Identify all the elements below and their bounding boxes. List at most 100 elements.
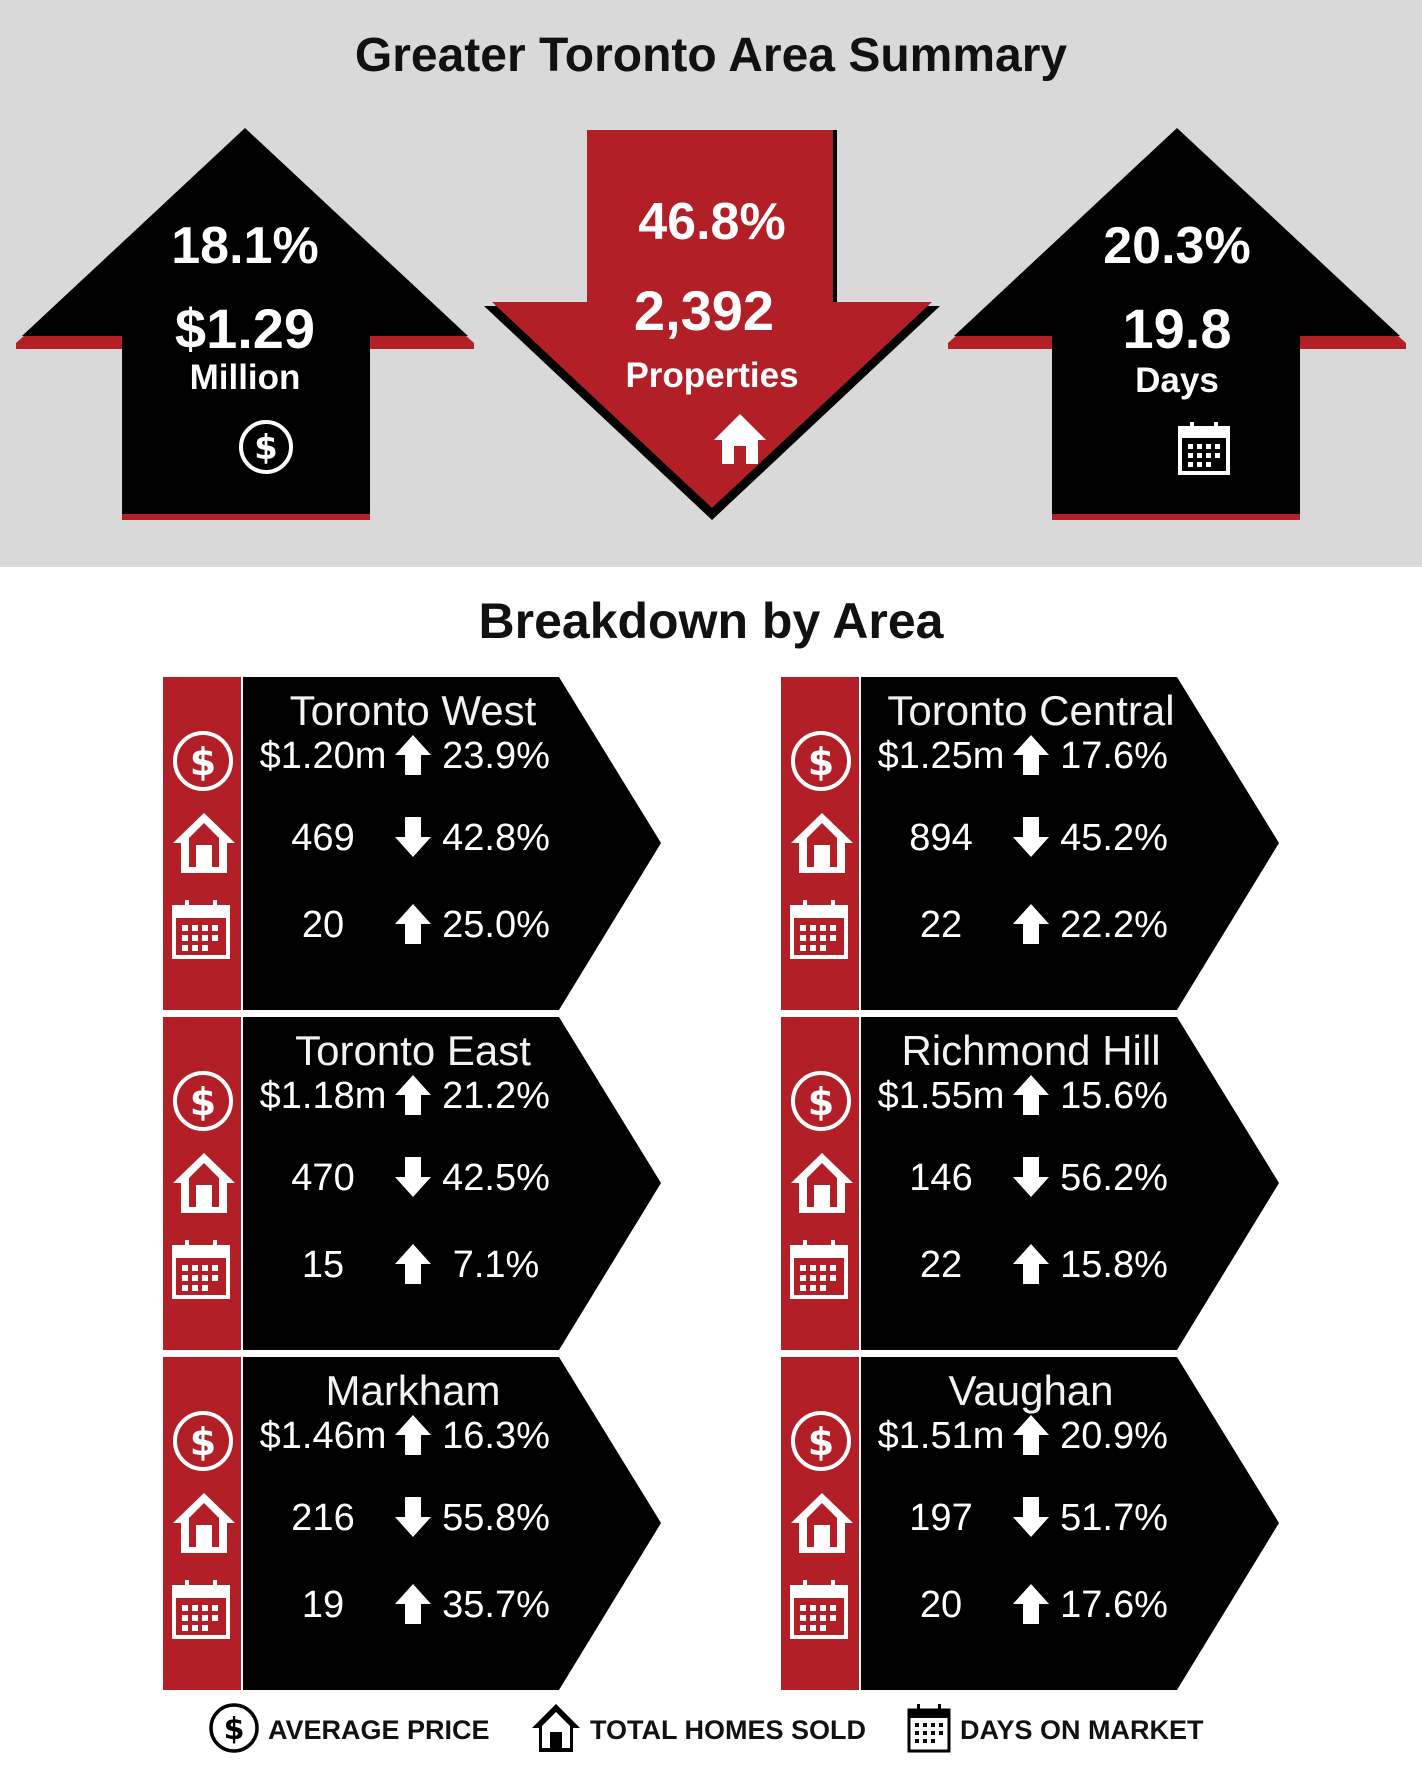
- house-icon: [163, 809, 243, 879]
- days-up-arrow: 20.3% 19.8 Days: [948, 128, 1406, 520]
- svg-text:$: $: [224, 1712, 245, 1747]
- area-name: Toronto West: [289, 687, 537, 734]
- area-name: Toronto Central: [887, 687, 1175, 734]
- calendar-icon: [163, 896, 243, 966]
- arrow-up-icon: [1011, 1242, 1051, 1286]
- arrow-up-icon: [393, 1413, 433, 1457]
- average-price-value: $1.46m: [259, 1415, 387, 1457]
- breakdown-title: Breakdown by Area: [478, 593, 944, 649]
- area-card-richmond-hill: Richmond Hill $ $1.55m 15.6% 146 56.2% 22 15.8%: [781, 1017, 1301, 1350]
- days-on-market-change-percent: 15.8%: [1060, 1244, 1168, 1286]
- days-on-market-value: 19.8: [1122, 297, 1232, 360]
- arrow-up-icon: [1011, 733, 1051, 777]
- svg-text:$: $: [190, 1420, 216, 1464]
- house-icon: [781, 809, 861, 879]
- arrow-down-icon: [393, 1495, 433, 1539]
- legend-total-homes-sold-label: TOTAL HOMES SOLD: [590, 1714, 867, 1745]
- average-price-change-percent: 15.6%: [1060, 1075, 1168, 1117]
- average-price-value: $1.25m: [877, 735, 1005, 777]
- days-on-market-unit: Days: [1135, 361, 1219, 400]
- average-price-value: $1.29: [174, 297, 316, 360]
- area-name: Richmond Hill: [901, 1027, 1161, 1074]
- days-on-market-value: 20: [919, 1584, 963, 1626]
- house-icon: [781, 1149, 861, 1219]
- area-name: Toronto East: [295, 1027, 531, 1074]
- dollar-icon: $: [781, 1407, 861, 1477]
- svg-text:$: $: [254, 428, 278, 468]
- summary-title: Greater Toronto Area Summary: [354, 29, 1068, 82]
- homes-sold-change-percent: 56.2%: [1060, 1157, 1168, 1199]
- homes-sold-change-percent: 55.8%: [442, 1497, 550, 1539]
- days-on-market-change-percent: 25.0%: [442, 904, 550, 946]
- area-card-toronto-west: Toronto West $ $1.20m 23.9% 469 42.8% 20 25.0%: [163, 677, 683, 1010]
- calendar-icon: [163, 1576, 243, 1646]
- arrow-up-icon: [1011, 902, 1051, 946]
- legend-average-price: $ AVERAGE PRICE: [208, 1700, 490, 1760]
- days-on-market-value: 20: [301, 904, 345, 946]
- arrow-down-icon: [1011, 1155, 1051, 1199]
- calendar-icon: [781, 896, 861, 966]
- arrow-up-icon: [393, 1073, 433, 1117]
- days-on-market-change-percent: 7.1%: [452, 1244, 540, 1286]
- days-change-percent: 20.3%: [1103, 217, 1251, 275]
- house-icon: [163, 1149, 243, 1219]
- days-on-market-value: 22: [919, 904, 963, 946]
- calendar-icon: [906, 1702, 952, 1759]
- average-price-value: $1.20m: [259, 735, 387, 777]
- days-on-market-change-percent: 22.2%: [1060, 904, 1168, 946]
- svg-text:$: $: [190, 740, 216, 784]
- arrow-up-icon: [393, 733, 433, 777]
- dollar-icon: $: [781, 727, 861, 797]
- price-up-arrow: 18.1% $1.29 Million $: [16, 128, 474, 520]
- legend-days-on-market: DAYS ON MARKET: [906, 1700, 1204, 1760]
- days-on-market-change-percent: 35.7%: [442, 1584, 550, 1626]
- average-price-change-percent: 16.3%: [442, 1415, 550, 1457]
- homes-sold-change-percent: 45.2%: [1060, 817, 1168, 859]
- dollar-icon: $: [781, 1067, 861, 1137]
- svg-text:$: $: [808, 1420, 834, 1464]
- arrow-down-icon: [393, 1155, 433, 1199]
- legend-average-price-label: AVERAGE PRICE: [268, 1714, 490, 1745]
- average-price-value: $1.55m: [877, 1075, 1005, 1117]
- homes-sold-change-percent: 42.5%: [442, 1157, 550, 1199]
- sold-down-arrow: 46.8% 2,392 Properties: [484, 130, 940, 520]
- homes-sold-unit: Properties: [625, 356, 799, 395]
- svg-text:$: $: [808, 1080, 834, 1124]
- legend-total-homes-sold: TOTAL HOMES SOLD: [530, 1700, 866, 1760]
- house-icon: [530, 1702, 582, 1759]
- arrow-up-icon: [393, 1582, 433, 1626]
- svg-text:$: $: [808, 740, 834, 784]
- homes-sold-change-percent: 42.8%: [442, 817, 550, 859]
- calendar-icon: [163, 1236, 243, 1306]
- homes-sold-value: 470: [291, 1157, 355, 1199]
- arrow-up-icon: [1011, 1413, 1051, 1457]
- homes-sold-value: 216: [291, 1497, 355, 1539]
- arrow-down-icon: [1011, 815, 1051, 859]
- homes-sold-value: 2,392: [633, 279, 775, 342]
- homes-sold-change-percent: 51.7%: [1060, 1497, 1168, 1539]
- average-price-change-percent: 23.9%: [442, 735, 550, 777]
- homes-sold-value: 894: [909, 817, 973, 859]
- house-icon: [781, 1489, 861, 1559]
- arrow-down-icon: [393, 815, 433, 859]
- area-card-vaughan: Vaughan $ $1.51m 20.9% 197 51.7% 20 17.6%: [781, 1357, 1301, 1690]
- average-price-change-percent: 17.6%: [1060, 735, 1168, 777]
- homes-sold-value: 146: [909, 1157, 973, 1199]
- area-name: Vaughan: [948, 1367, 1114, 1414]
- days-on-market-value: 22: [919, 1244, 963, 1286]
- dollar-icon: $: [163, 1407, 243, 1477]
- homes-sold-value: 469: [291, 817, 355, 859]
- arrow-up-icon: [1011, 1073, 1051, 1117]
- price-change-percent: 18.1%: [171, 217, 319, 275]
- days-on-market-change-percent: 17.6%: [1060, 1584, 1168, 1626]
- average-price-unit: Million: [189, 358, 301, 397]
- days-on-market-value: 19: [301, 1584, 345, 1626]
- area-card-toronto-central: Toronto Central $ $1.25m 17.6% 894 45.2% 22 22.…: [781, 677, 1301, 1010]
- average-price-change-percent: 20.9%: [1060, 1415, 1168, 1457]
- arrow-up-icon: [393, 902, 433, 946]
- arrow-up-icon: [393, 1242, 433, 1286]
- average-price-change-percent: 21.2%: [442, 1075, 550, 1117]
- dollar-icon: $: [208, 1702, 260, 1759]
- arrow-down-icon: [1011, 1495, 1051, 1539]
- dollar-icon: $: [163, 727, 243, 797]
